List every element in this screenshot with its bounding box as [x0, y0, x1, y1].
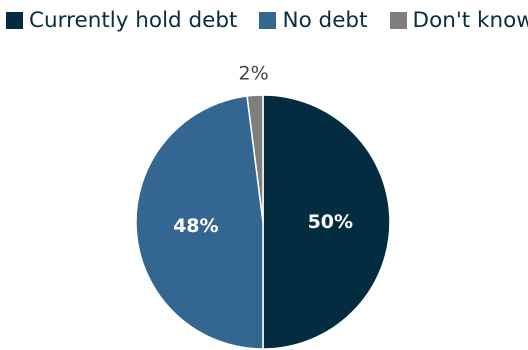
data-label-don-t-know: 2% [239, 62, 269, 84]
legend-item-no-debt: No debt [259, 7, 368, 33]
legend-label-currently-hold-debt: Currently hold debt [29, 7, 238, 33]
legend: Currently hold debt No debt Don't know [6, 3, 528, 37]
legend-item-currently-hold-debt: Currently hold debt [6, 8, 237, 33]
pie-slice-currently-hold-debt [262, 94, 391, 350]
data-label-no-debt: 48% [173, 215, 218, 237]
legend-item-dont-know: Don't know [389, 7, 528, 33]
legend-swatch-dont-know [389, 11, 407, 29]
pie-slice-no-debt [135, 95, 264, 350]
legend-swatch-no-debt [259, 11, 277, 29]
legend-swatch-currently-hold-debt [6, 11, 23, 29]
legend-label-dont-know: Don't know [412, 7, 528, 33]
pie-slice-don-t-know [246, 94, 264, 223]
data-label-currently-hold-debt: 50% [308, 211, 353, 233]
legend-label-no-debt: No debt [282, 7, 368, 33]
